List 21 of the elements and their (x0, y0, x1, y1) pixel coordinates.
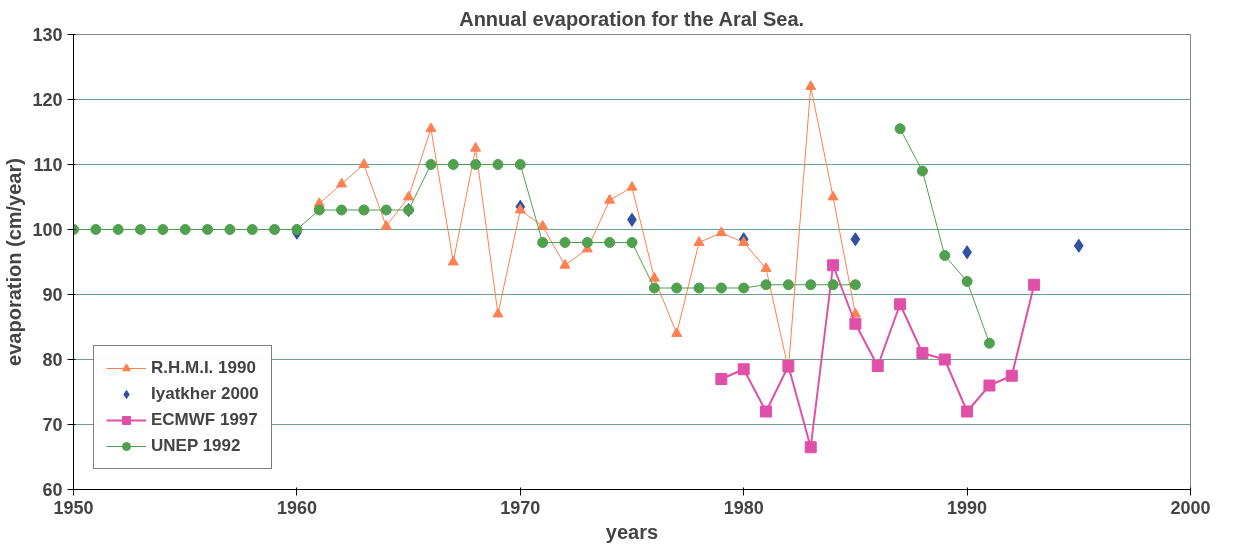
x-tick-label: 1950 (53, 497, 94, 518)
y-tick-label: 130 (32, 25, 63, 45)
x-tick-label: 1990 (947, 497, 988, 518)
x-tick-label: 2000 (1170, 497, 1211, 518)
y-tick-label: 120 (32, 90, 63, 110)
legend-label: ECMWF 1997 (151, 410, 258, 430)
y-tick-label: 80 (42, 350, 63, 370)
x-axis-title: years (605, 520, 659, 543)
y-tick-label: 60 (42, 480, 63, 500)
legend-label: Iyatkher 2000 (151, 384, 259, 404)
y-tick-label: 100 (32, 220, 63, 240)
y-tick-label: 90 (42, 285, 63, 305)
y-axis-title: evaporation (cm/year) (3, 158, 26, 366)
y-tick-label: 110 (33, 155, 63, 175)
chart-title: Annual evaporation for the Aral Sea. (459, 7, 805, 30)
y-tick-label: 70 (42, 415, 63, 435)
x-tick-label: 1980 (723, 497, 764, 518)
x-tick-label: 1960 (276, 497, 317, 518)
x-tick-label: 1970 (500, 497, 541, 518)
legend-label: R.H.M.I. 1990 (151, 358, 256, 378)
legend-label: UNEP 1992 (151, 436, 241, 456)
